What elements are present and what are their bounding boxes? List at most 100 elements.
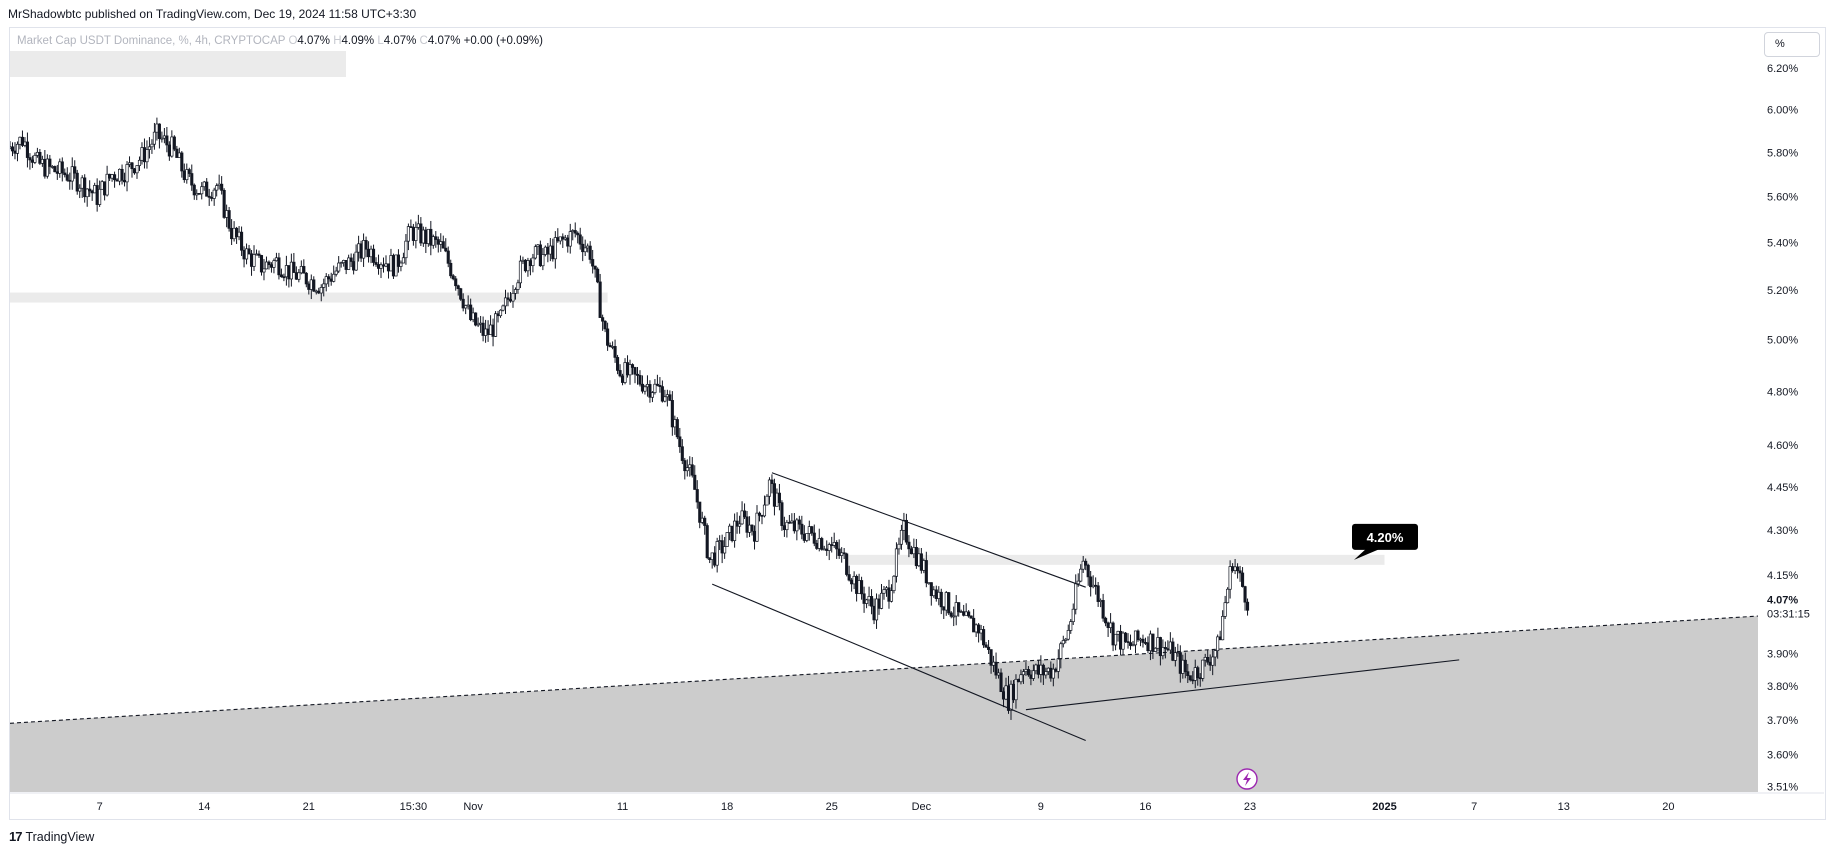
candle-body bbox=[38, 151, 42, 164]
candle-body bbox=[30, 159, 34, 163]
price-unit-button[interactable]: % bbox=[1764, 32, 1820, 57]
candle-body bbox=[347, 257, 351, 270]
candle-body bbox=[747, 524, 752, 533]
candle-body bbox=[132, 168, 137, 174]
candle-body bbox=[740, 510, 744, 525]
candle-body bbox=[743, 510, 747, 518]
candle-body bbox=[115, 179, 119, 182]
candle-body bbox=[25, 141, 29, 158]
y-axis-tick-label: 5.80% bbox=[1767, 147, 1798, 159]
candle-body bbox=[200, 186, 204, 195]
candle-body bbox=[857, 580, 861, 594]
candle-body bbox=[523, 259, 527, 272]
candle-body bbox=[439, 241, 443, 245]
candle-body bbox=[113, 174, 117, 181]
candle-body bbox=[865, 599, 869, 604]
dashed-trendline bbox=[10, 615, 1758, 724]
candle-body bbox=[1201, 659, 1205, 679]
candle-body bbox=[304, 272, 308, 285]
candle-body bbox=[954, 602, 958, 617]
candle-body bbox=[543, 246, 547, 255]
candle-body bbox=[456, 285, 460, 289]
candle-body bbox=[254, 253, 259, 256]
candle-body bbox=[1106, 622, 1110, 628]
candle-body bbox=[324, 276, 328, 285]
tradingview-logo[interactable]: 17 TradingView bbox=[9, 829, 94, 844]
candle-body bbox=[860, 580, 864, 595]
candle-body bbox=[1064, 638, 1068, 641]
candle-body bbox=[944, 592, 948, 611]
candle-body bbox=[867, 596, 871, 601]
candle-body bbox=[503, 297, 508, 307]
y-axis-tick-label: 5.60% bbox=[1767, 192, 1798, 204]
candle-body bbox=[10, 146, 12, 149]
candle-body bbox=[508, 299, 513, 302]
candle-body bbox=[190, 173, 194, 186]
candle-body bbox=[902, 519, 906, 531]
legend-close-label: C bbox=[419, 35, 428, 47]
candle-body bbox=[1096, 585, 1100, 602]
candle-body bbox=[1143, 642, 1148, 644]
support-zone bbox=[10, 616, 1758, 792]
candle-body bbox=[125, 164, 129, 183]
candle-body bbox=[299, 266, 303, 274]
candle-body bbox=[616, 357, 620, 371]
candle-body bbox=[262, 268, 266, 273]
candle-body bbox=[352, 261, 356, 271]
candle-body bbox=[312, 279, 316, 292]
candle-body bbox=[757, 512, 762, 516]
candle-body bbox=[1236, 566, 1240, 572]
candle-body bbox=[1221, 616, 1225, 641]
candle-body bbox=[1094, 584, 1098, 587]
candle-body bbox=[1146, 642, 1150, 652]
candle-body bbox=[150, 143, 154, 148]
candle-body bbox=[1208, 661, 1212, 666]
candle-body bbox=[952, 615, 956, 618]
candle-body bbox=[1171, 641, 1175, 661]
candle-body bbox=[675, 419, 679, 438]
candle-body bbox=[1133, 630, 1138, 646]
candle-body bbox=[678, 436, 682, 448]
candle-body bbox=[314, 290, 318, 293]
candle-body bbox=[108, 173, 112, 179]
candle-body bbox=[655, 383, 659, 386]
candle-body bbox=[225, 210, 229, 218]
candle-body bbox=[648, 384, 652, 398]
candle-body bbox=[513, 289, 518, 294]
candle-body bbox=[1016, 678, 1021, 683]
candle-body bbox=[713, 552, 717, 566]
candle-body bbox=[130, 162, 134, 170]
candle-body bbox=[638, 375, 642, 385]
candle-body bbox=[526, 260, 530, 272]
candle-body bbox=[192, 184, 196, 196]
candle-body bbox=[501, 305, 505, 311]
candle-body bbox=[449, 262, 453, 277]
candle-body bbox=[1178, 652, 1182, 674]
candle-body bbox=[269, 264, 274, 268]
candle-body bbox=[381, 264, 386, 267]
y-axis-tick-label: 4.80% bbox=[1767, 386, 1798, 398]
candle-body bbox=[1193, 667, 1197, 681]
candle-body bbox=[581, 243, 585, 253]
candle-body bbox=[1245, 601, 1250, 611]
candle-body bbox=[83, 177, 87, 198]
candle-body bbox=[409, 226, 413, 228]
candle-body bbox=[879, 592, 884, 609]
candle-body bbox=[155, 123, 159, 133]
candle-body bbox=[989, 649, 993, 666]
candle-body bbox=[996, 672, 1001, 676]
legend-symbol: Market Cap USDT Dominance, %, 4h, CRYPTO… bbox=[17, 35, 286, 47]
tradingview-logo-text: TradingView bbox=[25, 829, 95, 844]
candle-body bbox=[279, 274, 283, 278]
candle-body bbox=[1191, 679, 1195, 682]
candle-body bbox=[220, 183, 224, 191]
candle-body bbox=[767, 479, 772, 497]
candle-body bbox=[122, 179, 127, 183]
candle-body bbox=[718, 540, 722, 542]
candle-body bbox=[1151, 633, 1155, 652]
candle-body bbox=[1099, 600, 1103, 602]
candle-body bbox=[411, 226, 415, 241]
y-axis-tick-label: 3.70% bbox=[1767, 715, 1798, 727]
candle-body bbox=[80, 177, 84, 189]
